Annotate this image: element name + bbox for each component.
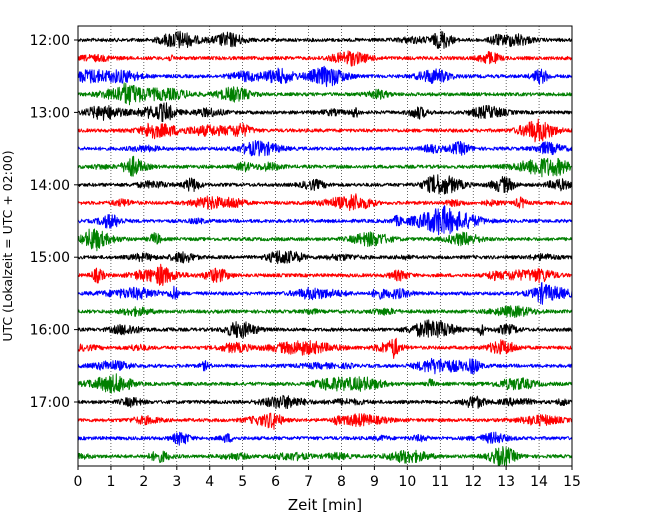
x-axis-ticks: 0 1 2 3 4 5 6 7 8 9 10 11 12 13 14 15: [74, 466, 581, 490]
x-tick-label: 13: [497, 474, 515, 490]
x-tick-label: 10: [398, 474, 416, 490]
seismogram-trace: [77, 174, 573, 195]
seismogram-trace: [77, 82, 573, 106]
seismogram-trace: [77, 228, 573, 252]
seismogram-trace: [77, 50, 573, 67]
seismogram-trace: [77, 394, 573, 409]
seismogram-trace: [77, 319, 573, 339]
x-tick-label: 2: [139, 474, 148, 490]
y-axis-label: UTC (Lokalzeit = UTC + 02:00): [0, 150, 15, 341]
x-tick-label: 6: [271, 474, 280, 490]
y-tick-label: 14:00: [30, 178, 70, 194]
seismogram-trace: [77, 140, 573, 157]
seismogram-trace: [77, 412, 573, 430]
seismogram-trace: [77, 431, 573, 446]
x-tick-label: 0: [74, 474, 83, 490]
x-tick-label: 15: [563, 474, 581, 490]
seismogram-trace: [77, 282, 573, 305]
x-tick-label: 8: [337, 474, 346, 490]
seismogram-trace: [77, 30, 573, 49]
seismogram-trace: [77, 446, 573, 467]
y-axis-ticks: 12:00 13:00 14:00 15:00 16:00 17:00: [30, 33, 78, 411]
plot-frame: [77, 25, 573, 467]
x-tick-label: 4: [205, 474, 214, 490]
x-tick-label: 5: [238, 474, 247, 490]
x-tick-label: 12: [464, 474, 482, 490]
y-tick-label: 17:00: [30, 395, 70, 411]
x-tick-label: 1: [106, 474, 115, 490]
seismogram-trace: [77, 193, 573, 211]
y-tick-label: 15:00: [30, 250, 70, 266]
x-axis-label: Zeit [min]: [288, 496, 362, 514]
x-tick-label: 3: [172, 474, 181, 490]
seismogram-trace: [77, 337, 573, 359]
seismogram-trace: [77, 263, 573, 286]
seismogram-trace: [77, 65, 573, 88]
seismogram-trace: [77, 118, 573, 143]
seismogram-trace: [77, 373, 573, 394]
y-tick-label: 12:00: [30, 33, 70, 49]
seismogram-trace: [77, 250, 573, 265]
trace-group: [77, 30, 573, 467]
seismogram-trace: [77, 357, 573, 375]
x-tick-label: 9: [370, 474, 379, 490]
x-tick-label: 14: [530, 474, 548, 490]
seismogram-trace: [77, 102, 573, 123]
y-tick-label: 13:00: [30, 105, 70, 121]
seismogram-trace: [77, 205, 573, 236]
seismogram-trace: [77, 305, 573, 318]
seismogram-trace: [77, 155, 573, 178]
y-tick-label: 16:00: [30, 323, 70, 339]
x-tick-label: 11: [431, 474, 449, 490]
x-tick-label: 7: [304, 474, 313, 490]
